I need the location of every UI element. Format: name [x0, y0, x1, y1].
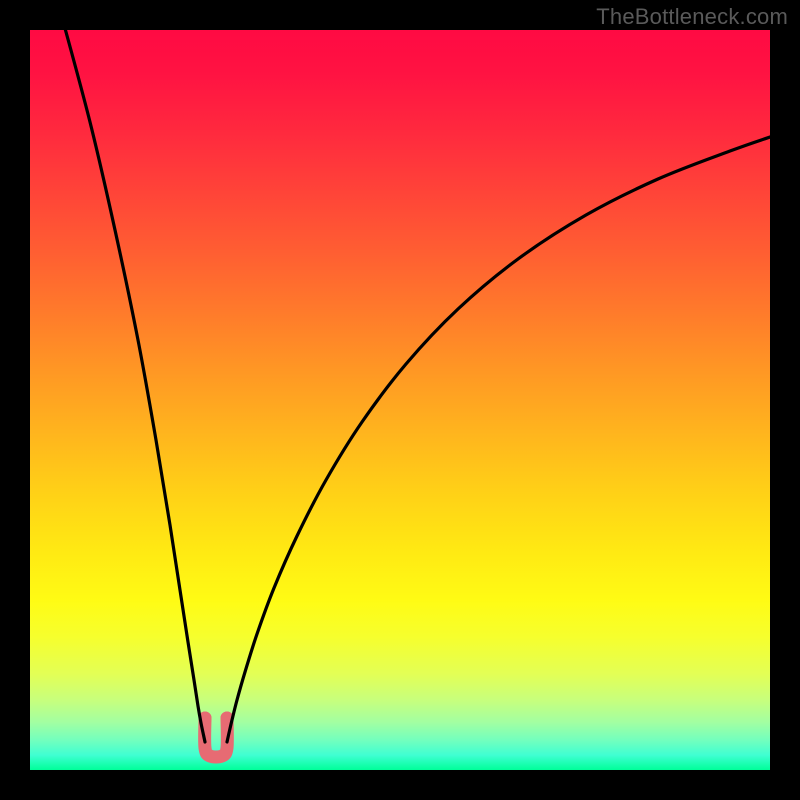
chart-root: TheBottleneck.com — [0, 0, 800, 800]
plot-area — [30, 30, 770, 770]
v-curves — [30, 30, 770, 770]
watermark-text: TheBottleneck.com — [596, 4, 788, 30]
